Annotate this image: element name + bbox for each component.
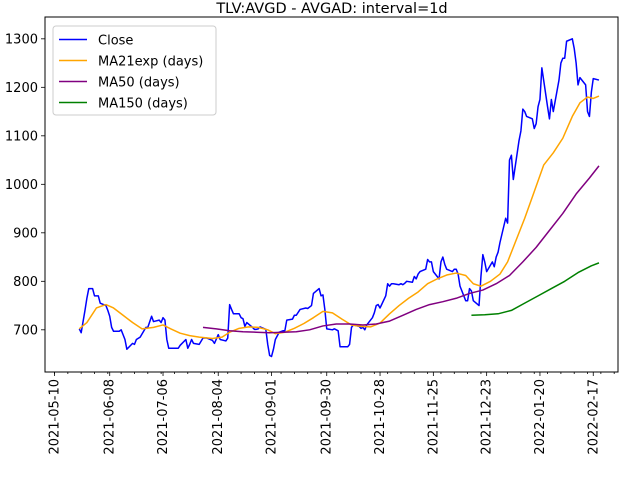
series-lines (78, 38, 600, 358)
y-tick-label: 1000 (5, 178, 38, 193)
chart-title: TLV:AVGD - AVGAD: interval=1d (215, 1, 447, 17)
series-line-3 (471, 262, 600, 317)
x-tick-label: 2022-02-17 (586, 379, 601, 455)
axes-frame (44, 16, 619, 373)
x-tick-label: 2021-11-25 (426, 379, 441, 455)
y-axis: 700 800 900 1000 1100 1200 1300 (5, 32, 45, 338)
legend-box (52, 25, 217, 116)
legend-label-2: MA50 (days) (98, 76, 180, 91)
x-tick-label: 2021-07-06 (156, 379, 171, 455)
y-tick-label: 700 (13, 323, 38, 338)
x-tick-label: 2021-09-30 (320, 379, 335, 455)
series-line-1 (78, 95, 600, 340)
y-tick-label: 800 (13, 275, 38, 290)
x-tick-label: 2021-05-10 (48, 379, 63, 455)
legend-label-3: MA150 (days) (98, 97, 188, 112)
x-tick-label: 2021-06-08 (103, 379, 118, 455)
x-tick-label: 2021-08-04 (211, 379, 226, 455)
legend-label-0: Close (98, 34, 133, 49)
legend-label-1: MA21exp (days) (98, 55, 203, 70)
legend: Close MA21exp (days) MA50 (days) MA150 (day… (52, 25, 217, 116)
x-axis: 2021-05-10 2021-06-08 2021-07-06 2021-08-04… (48, 372, 615, 455)
x-tick-label: 2021-09-01 (265, 379, 280, 455)
series-line-2 (202, 165, 600, 334)
y-tick-label: 1300 (5, 32, 38, 47)
x-tick-label: 2022-01-20 (533, 379, 548, 455)
series-line-0 (78, 38, 600, 358)
x-tick-label: 2021-12-23 (480, 379, 495, 455)
y-tick-label: 1200 (5, 81, 38, 96)
x-tick-label: 2021-10-28 (373, 379, 388, 455)
y-tick-label: 900 (13, 226, 38, 241)
y-tick-label: 1100 (5, 129, 38, 144)
